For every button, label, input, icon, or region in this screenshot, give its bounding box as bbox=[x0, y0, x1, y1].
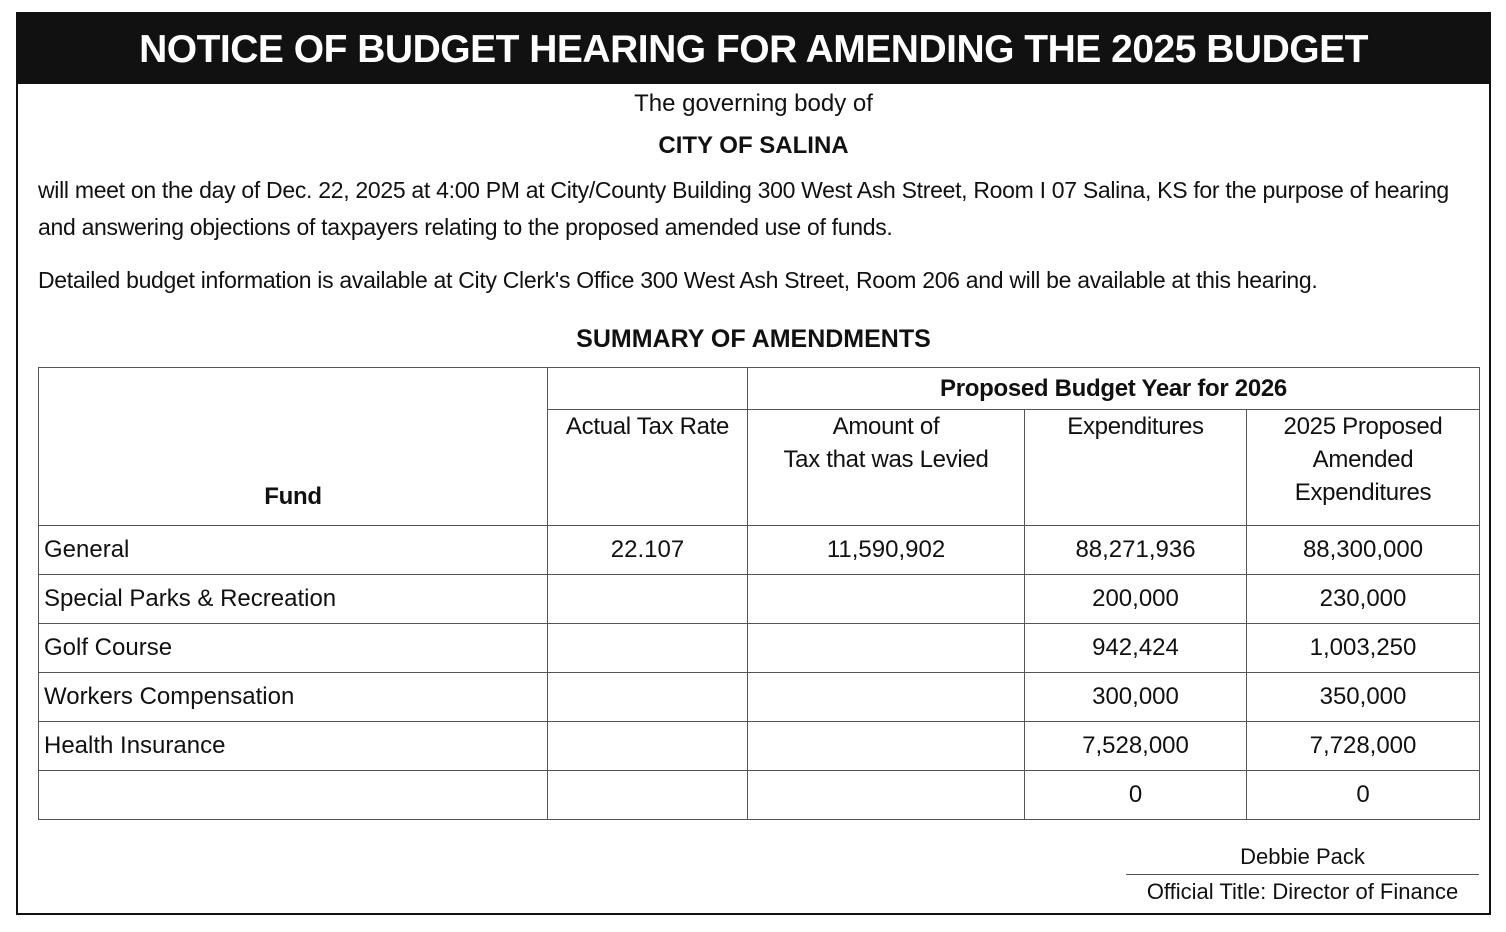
amount-cell: 942,424 bbox=[1024, 623, 1247, 673]
entity-name: CITY OF SALINA bbox=[658, 132, 849, 159]
amount-cell: 88,271,936 bbox=[1024, 525, 1247, 575]
amendments-table: Fund Proposed Budget Year for 2026 Actua… bbox=[38, 367, 1480, 820]
amount-cell: 300,000 bbox=[1024, 672, 1247, 722]
amount-cell bbox=[547, 623, 748, 673]
fund-cell: Golf Course bbox=[38, 623, 548, 673]
intro-line: The governing body of bbox=[634, 90, 873, 117]
amount-cell bbox=[547, 672, 748, 722]
fund-cell bbox=[38, 770, 548, 820]
amount-cell: 0 bbox=[1024, 770, 1247, 820]
signer-name: Debbie Pack bbox=[1240, 844, 1365, 869]
signature: Debbie Pack Official Title: Director of … bbox=[1126, 840, 1479, 909]
amount-cell: 1,003,250 bbox=[1246, 623, 1480, 673]
amount-cell bbox=[747, 574, 1025, 624]
amount-cell bbox=[747, 721, 1025, 771]
paragraph: Detailed budget information is available… bbox=[38, 267, 1318, 293]
amount-cell bbox=[747, 672, 1025, 722]
column-header: Amount of Tax that was Levied bbox=[747, 409, 1025, 526]
fund-cell: Special Parks & Recreation bbox=[38, 574, 548, 624]
amount-cell bbox=[747, 623, 1025, 673]
amount-cell bbox=[547, 574, 748, 624]
amount-cell: 7,728,000 bbox=[1246, 721, 1480, 771]
amount-cell bbox=[547, 721, 748, 771]
fund-cell: Workers Compensation bbox=[38, 672, 548, 722]
column-header-row: Actual Tax Rate Amount of Tax that was Le… bbox=[39, 409, 1480, 526]
amount-cell: 88,300,000 bbox=[1246, 525, 1480, 575]
table-row: Workers Compensation 300,000 350,000 bbox=[38, 672, 1480, 722]
amount-cell: 0 bbox=[1246, 770, 1480, 820]
amount-cell bbox=[747, 770, 1025, 820]
summary-title: SUMMARY OF AMENDMENTS bbox=[576, 325, 931, 353]
fund-cell: Health Insurance bbox=[38, 721, 548, 771]
column-header: Expenditures bbox=[1024, 409, 1247, 526]
column-header: 2025 Proposed Amended Expenditures bbox=[1246, 409, 1480, 526]
amount-cell: 200,000 bbox=[1024, 574, 1247, 624]
amount-cell: 7,528,000 bbox=[1024, 721, 1247, 771]
amount-cell: 350,000 bbox=[1246, 672, 1480, 722]
amount-cell: 230,000 bbox=[1246, 574, 1480, 624]
paragraph: will meet on the day of Dec. 22, 2025 at… bbox=[38, 177, 1449, 240]
signer-title: Official Title: Director of Finance bbox=[1126, 874, 1479, 909]
amount-cell: 22.107 bbox=[547, 525, 748, 575]
table-row: Health Insurance 7,528,000 7,728,000 bbox=[38, 721, 1480, 771]
table-row: Golf Course 942,424 1,003,250 bbox=[38, 623, 1480, 673]
table-body: General 22.107 11,590,902 88,271,936 88,300,… bbox=[38, 525, 1480, 820]
header-cell bbox=[547, 367, 748, 410]
notice-title: NOTICE OF BUDGET HEARING FOR AMENDING TH… bbox=[18, 14, 1489, 84]
column-header: Actual Tax Rate bbox=[547, 409, 748, 526]
amount-cell bbox=[547, 770, 748, 820]
notice: NOTICE OF BUDGET HEARING FOR AMENDING TH… bbox=[16, 12, 1491, 915]
fund-header: Fund bbox=[38, 367, 548, 526]
table-row: Special Parks & Recreation 200,000 230,000 bbox=[38, 574, 1480, 624]
table-row: General 22.107 11,590,902 88,271,936 88,300,… bbox=[38, 525, 1480, 575]
group-header: Proposed Budget Year for 2026 bbox=[747, 367, 1480, 410]
amount-cell: 11,590,902 bbox=[747, 525, 1025, 575]
fund-cell: General bbox=[38, 525, 548, 575]
